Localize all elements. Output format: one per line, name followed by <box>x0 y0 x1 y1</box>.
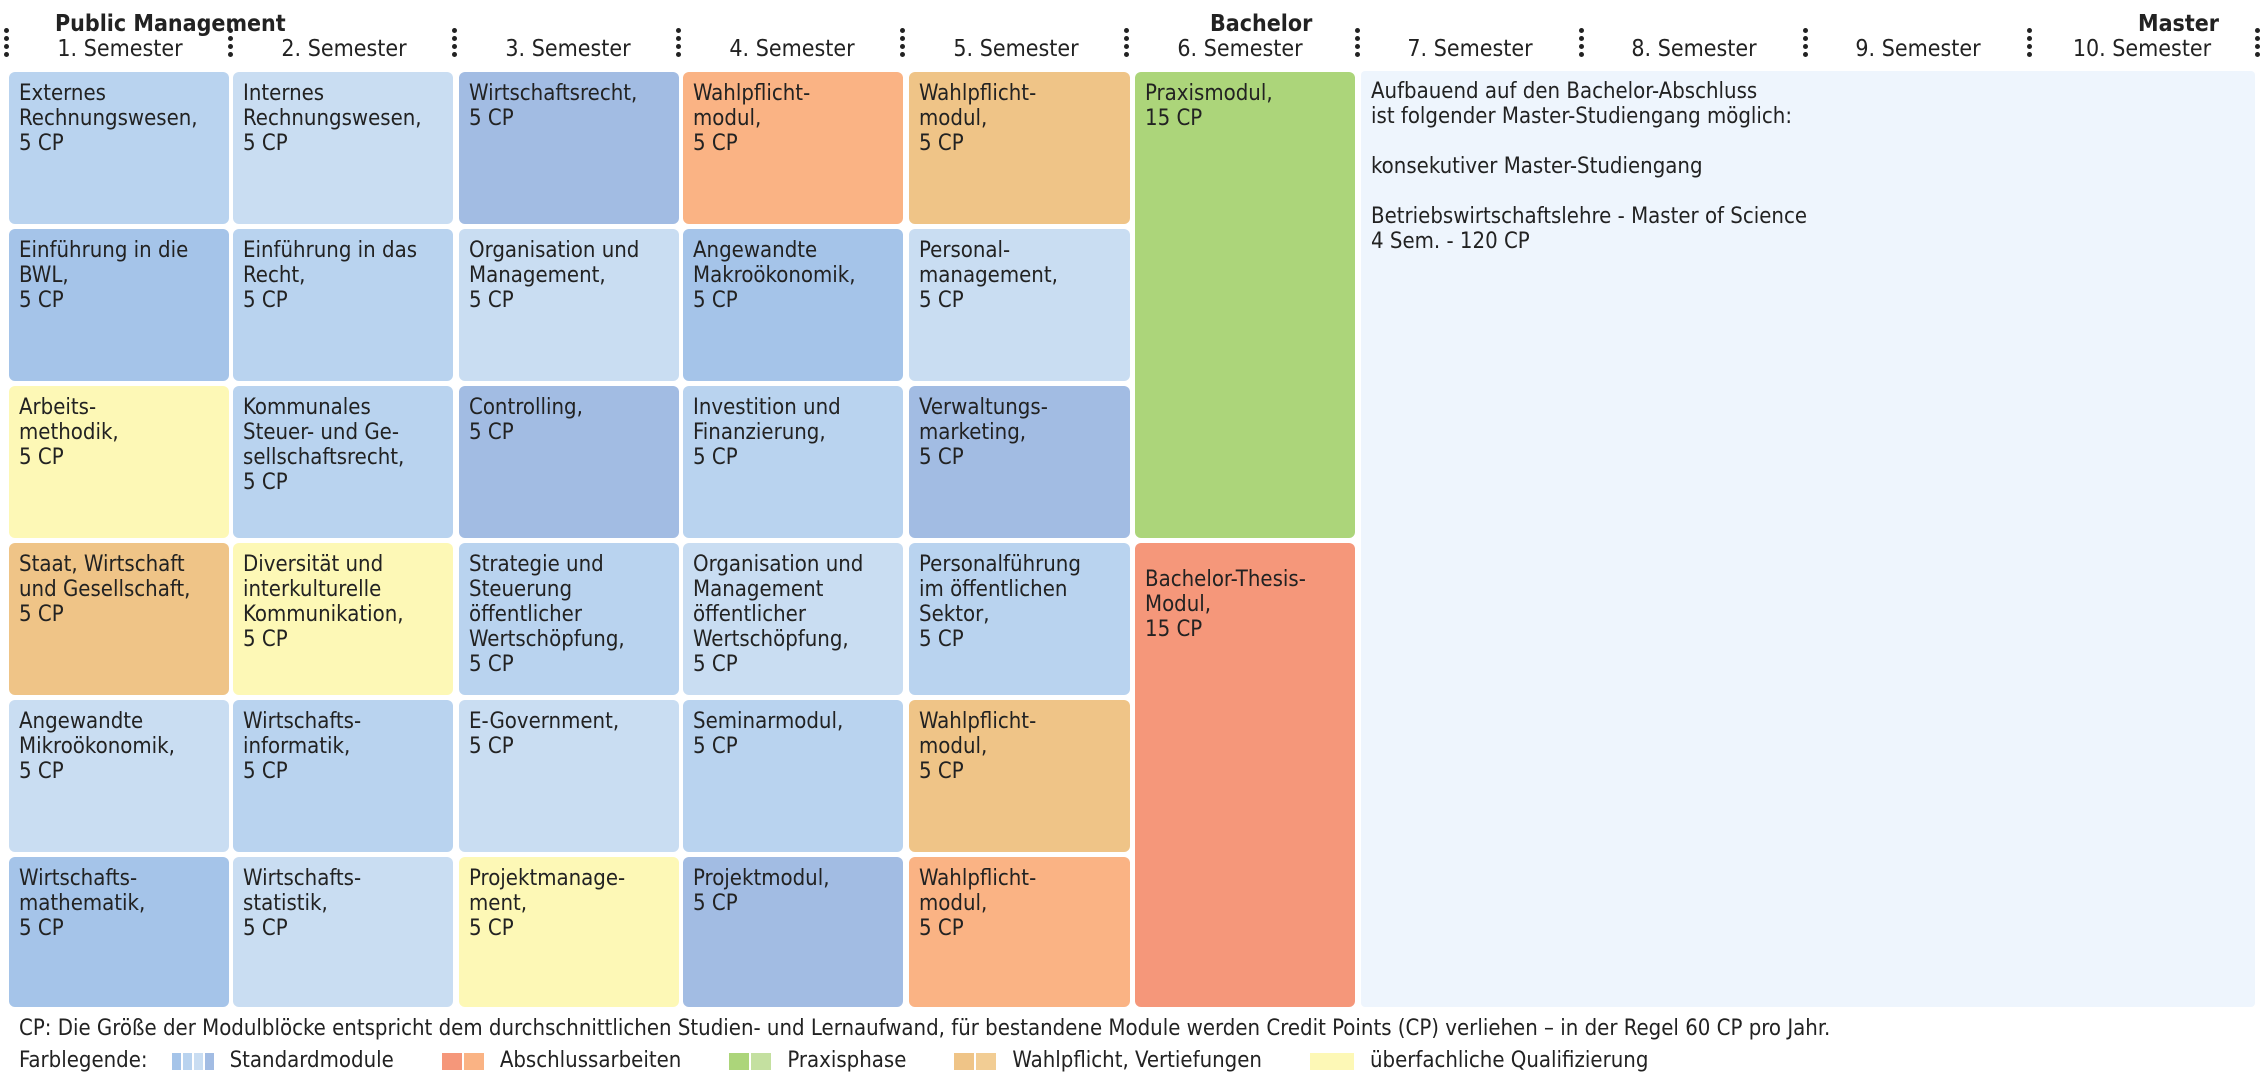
module-cell: Kommunales Steuer- und Ge- sellschaftsre… <box>233 386 453 538</box>
legend-swatches <box>171 1052 216 1070</box>
module-cell: Verwaltungs- marketing, 5 CP <box>909 386 1130 538</box>
semester-1-label: 1. Semester <box>57 36 183 62</box>
legend-label: Praxisphase <box>787 1048 907 1073</box>
module-cell: Controlling, 5 CP <box>459 386 679 538</box>
module-cell: Strategie und Steuerung öffentlicher Wer… <box>459 543 679 695</box>
legend-label: Wahlpflicht, Vertiefungen <box>1012 1048 1262 1073</box>
column-separator <box>1802 28 1808 60</box>
column-separator <box>1578 28 1584 60</box>
module-cell: Arbeits- methodik, 5 CP <box>9 386 229 538</box>
module-cell: Externes Rechnungswesen, 5 CP <box>9 72 229 224</box>
module-cell: Wahlpflicht- modul, 5 CP <box>909 857 1130 1007</box>
legend-item: Praxisphase <box>729 1047 906 1075</box>
semester-6-label: 6. Semester <box>1177 36 1303 62</box>
module-cell: Wirtschaftsrecht, 5 CP <box>459 72 679 224</box>
semester-2-label: 2. Semester <box>281 36 407 62</box>
module-cell: Wirtschafts- informatik, 5 CP <box>233 700 453 852</box>
master-info-box: Aufbauend auf den Bachelor-Abschluss ist… <box>1361 71 2255 1007</box>
master-title: Master <box>2138 11 2220 37</box>
color-swatch <box>954 1052 975 1070</box>
master-info-line: Betriebswirtschaftslehre - Master of Sci… <box>1371 204 1808 229</box>
footnote: CP: Die Größe der Modulblöcke entspricht… <box>19 1016 1831 1041</box>
legend-item: Standardmodule <box>171 1047 394 1075</box>
legend-label: Standardmodule <box>229 1048 394 1073</box>
column-separator <box>3 28 9 60</box>
column-separator <box>451 28 457 60</box>
semester-8-label: 8. Semester <box>1631 36 1757 62</box>
module-cell: Diversität und interkulturelle Kommunika… <box>233 543 453 695</box>
module-cell: Personal- management, 5 CP <box>909 229 1130 381</box>
legend-swatches <box>729 1052 773 1070</box>
module-cell: Personalführung im öffentlichen Sektor, … <box>909 543 1130 695</box>
legend-label: überfachliche Qualifizierung <box>1369 1048 1649 1073</box>
spacer <box>1371 179 2245 204</box>
bachelor-title: Bachelor <box>1210 11 1313 37</box>
master-info-line: 4 Sem. - 120 CP <box>1371 229 1530 254</box>
column-separator <box>675 28 681 60</box>
master-info-line: ist folgender Master-Studiengang möglich… <box>1371 104 1793 129</box>
legend-item: Abschlussarbeiten <box>441 1047 682 1075</box>
master-info-line: konsekutiver Master-Studiengang <box>1371 154 1703 179</box>
legend-item: überfachliche Qualifizierung <box>1309 1047 1649 1075</box>
color-swatch <box>751 1052 772 1070</box>
program-title: Public Management <box>55 11 286 37</box>
module-cell: Projektmanage- ment, 5 CP <box>459 857 679 1007</box>
module-cell: E-Government, 5 CP <box>459 700 679 852</box>
semester-4-label: 4. Semester <box>729 36 855 62</box>
color-legend: Farblegende: Standardmodule Abschlussarb… <box>19 1047 1696 1075</box>
legend-title: Farblegende: <box>19 1048 148 1073</box>
color-swatch <box>441 1052 462 1070</box>
color-swatch <box>463 1052 484 1070</box>
legend-swatches <box>954 1052 998 1070</box>
module-cell: Wahlpflicht- modul, 5 CP <box>909 700 1130 852</box>
module-cell: Angewandte Mikroökonomik, 5 CP <box>9 700 229 852</box>
module-cell: Organisation und Management öffentlicher… <box>683 543 903 695</box>
module-cell: Organisation und Management, 5 CP <box>459 229 679 381</box>
color-swatch <box>204 1052 214 1070</box>
legend-swatches <box>441 1052 486 1070</box>
module-cell: Wahlpflicht- modul, 5 CP <box>909 72 1130 224</box>
module-cell: Einführung in die BWL, 5 CP <box>9 229 229 381</box>
legend-swatches <box>1309 1052 1356 1070</box>
module-cell: Investition und Finanzierung, 5 CP <box>683 386 903 538</box>
color-swatch <box>182 1052 192 1070</box>
module-cell: Wirtschafts- statistik, 5 CP <box>233 857 453 1007</box>
module-cell: Staat, Wirtschaft und Gesellschaft, 5 CP <box>9 543 229 695</box>
module-cell: Einführung in das Recht, 5 CP <box>233 229 453 381</box>
module-cell: Wirtschafts- mathematik, 5 CP <box>9 857 229 1007</box>
column-separator <box>1123 28 1129 60</box>
color-swatch <box>976 1052 997 1070</box>
module-cell: Projektmodul, 5 CP <box>683 857 903 1007</box>
module-cell: Wahlpflicht- modul, 5 CP <box>683 72 903 224</box>
color-swatch <box>729 1052 750 1070</box>
module-cell: Seminarmodul, 5 CP <box>683 700 903 852</box>
module-cell: Bachelor-Thesis- Modul, 15 CP <box>1135 543 1355 1007</box>
column-separator <box>227 28 233 60</box>
module-cell: Internes Rechnungswesen, 5 CP <box>233 72 453 224</box>
column-separator <box>2026 28 2032 60</box>
column-separator <box>899 28 905 60</box>
color-swatch <box>171 1052 181 1070</box>
color-swatch <box>193 1052 203 1070</box>
master-info-line: Aufbauend auf den Bachelor-Abschluss <box>1371 79 1758 104</box>
module-cell: Angewandte Makroökonomik, 5 CP <box>683 229 903 381</box>
semester-9-label: 9. Semester <box>1855 36 1981 62</box>
column-separator <box>1354 28 1360 60</box>
semester-10-label: 10. Semester <box>2072 36 2212 62</box>
column-separator <box>2254 28 2260 60</box>
legend-label: Abschlussarbeiten <box>499 1048 682 1073</box>
spacer <box>1371 129 2245 154</box>
semester-5-label: 5. Semester <box>953 36 1079 62</box>
color-swatch <box>1309 1052 1354 1070</box>
module-cell: Praxismodul, 15 CP <box>1135 72 1355 538</box>
semester-7-label: 7. Semester <box>1407 36 1533 62</box>
legend-item: Wahlpflicht, Vertiefungen <box>954 1047 1262 1075</box>
semester-3-label: 3. Semester <box>505 36 631 62</box>
